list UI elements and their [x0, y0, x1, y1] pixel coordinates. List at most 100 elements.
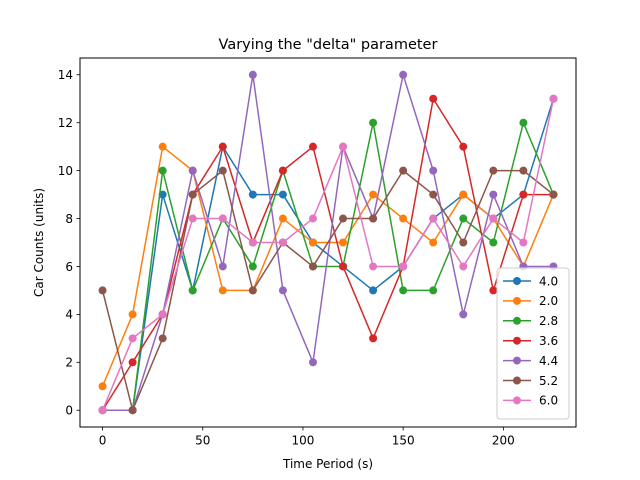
y-tick-label: 6: [65, 260, 73, 274]
data-point: [459, 262, 468, 271]
y-tick-label: 12: [58, 116, 73, 130]
legend-entry: 2.0: [503, 294, 558, 308]
data-point: [188, 286, 197, 295]
legend-label: 2.0: [539, 294, 558, 308]
data-point: [429, 166, 438, 175]
data-point: [308, 238, 317, 247]
data-point: [429, 190, 438, 199]
series-line: [101, 97, 554, 411]
legend-marker: [513, 296, 521, 305]
data-point: [278, 286, 287, 295]
data-point: [248, 190, 257, 199]
legend-label: 2.8: [539, 314, 558, 328]
data-point: [459, 190, 468, 199]
data-point: [519, 238, 528, 247]
data-point: [399, 214, 408, 223]
data-point: [308, 214, 317, 223]
legend-entry: 5.2: [503, 374, 558, 388]
data-point: [369, 262, 378, 271]
x-tick-label: 200: [492, 434, 515, 448]
legend-label: 5.2: [539, 374, 558, 388]
data-point: [399, 262, 408, 271]
data-point: [489, 190, 498, 199]
data-point: [248, 70, 257, 79]
data-point: [128, 310, 137, 319]
data-point: [429, 238, 438, 247]
data-point: [399, 166, 408, 175]
y-tick-label: 14: [58, 68, 73, 82]
data-point: [519, 166, 528, 175]
legend-label: 4.0: [539, 274, 558, 288]
x-tick-label: 50: [195, 434, 210, 448]
data-point: [489, 286, 498, 295]
data-point: [459, 142, 468, 151]
x-tick-label: 150: [392, 434, 415, 448]
y-axis-ticks: 0 2 4 6 8 10 12 14: [58, 68, 80, 418]
data-point: [519, 118, 528, 127]
data-point: [188, 166, 197, 175]
data-point: [308, 262, 317, 271]
legend-box: [496, 267, 570, 420]
legend-label: 6.0: [539, 394, 558, 408]
data-point: [278, 190, 287, 199]
series-line: [102, 74, 554, 411]
data-point: [429, 94, 438, 103]
plot-area: [98, 70, 558, 415]
data-point: [218, 286, 227, 295]
data-point: [339, 142, 348, 151]
data-point: [188, 214, 197, 223]
y-tick-label: 8: [65, 212, 73, 226]
y-axis-label: Car Counts (units): [32, 188, 46, 297]
data-point: [339, 214, 348, 223]
data-point: [128, 358, 137, 367]
data-point: [429, 286, 438, 295]
data-point: [98, 406, 107, 415]
data-point: [369, 214, 378, 223]
legend-label: 4.4: [539, 354, 558, 368]
data-point: [218, 214, 227, 223]
legend-label: 3.6: [539, 334, 558, 348]
legend-marker: [513, 396, 521, 405]
legend-entry: 3.6: [503, 334, 558, 348]
data-point: [459, 310, 468, 319]
x-axis-ticks: 0 50 100 150 200: [99, 427, 515, 448]
data-point: [158, 310, 167, 319]
data-point: [399, 286, 408, 295]
data-point: [339, 238, 348, 247]
legend: 4.0 2.0 2.8 3.6 4.4 5.2 6.0: [496, 267, 570, 420]
y-tick-label: 10: [58, 164, 73, 178]
data-point: [248, 238, 257, 247]
x-axis-label: Time Period (s): [282, 457, 373, 471]
legend-marker: [513, 277, 521, 285]
x-tick-label: 0: [99, 434, 107, 448]
legend-marker: [513, 336, 521, 345]
data-point: [369, 118, 378, 127]
data-point: [188, 190, 197, 199]
legend-entry: 4.4: [503, 354, 558, 368]
data-point: [489, 214, 498, 223]
series-line: [102, 121, 555, 411]
data-point: [308, 142, 317, 151]
data-point: [98, 382, 107, 391]
legend-marker: [513, 316, 521, 325]
series-line: [101, 98, 555, 411]
data-point: [128, 334, 137, 343]
data-point: [278, 214, 287, 223]
data-point: [459, 238, 468, 247]
data-point: [339, 262, 348, 271]
legend-marker: [513, 356, 521, 365]
data-point: [549, 94, 558, 103]
plot-frame: [79, 57, 577, 428]
legend-entry: 6.0: [503, 394, 558, 408]
data-point: [399, 70, 408, 79]
data-point: [519, 190, 528, 199]
data-point: [459, 214, 468, 223]
chart-title: Varying the "delta" parameter: [219, 37, 438, 53]
data-point: [248, 262, 257, 271]
data-point: [158, 166, 167, 175]
data-point: [98, 286, 107, 295]
y-tick-label: 2: [65, 356, 73, 370]
x-tick-label: 100: [291, 434, 314, 448]
data-point: [549, 190, 558, 199]
